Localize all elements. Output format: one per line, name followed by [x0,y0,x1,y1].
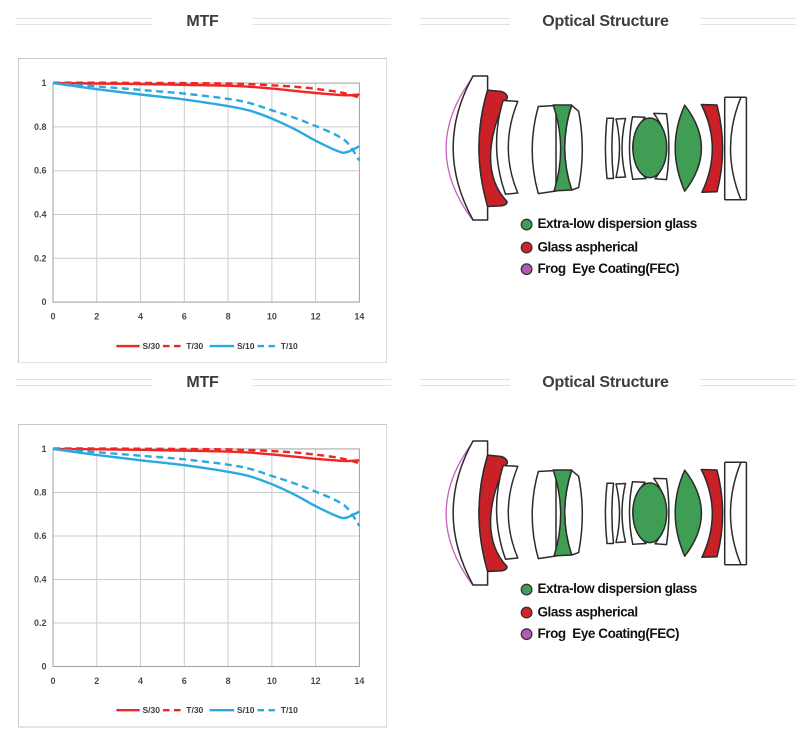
svg-text:0.2: 0.2 [34,618,47,628]
svg-text:0.4: 0.4 [34,575,47,585]
svg-text:4: 4 [138,676,143,686]
svg-text:10: 10 [267,676,277,686]
svg-text:6: 6 [182,676,187,686]
svg-text:14: 14 [354,311,364,321]
svg-text:Glass aspherical: Glass aspherical [538,604,638,619]
svg-text:Extra-low dispersion glass: Extra-low dispersion glass [538,581,697,596]
svg-text:12: 12 [311,311,321,321]
svg-text:T/30: T/30 [186,341,203,351]
svg-text:1: 1 [41,78,46,88]
svg-text:Extra-low dispersion glass: Extra-low dispersion glass [538,216,697,231]
svg-text:T/10: T/10 [281,706,298,716]
svg-text:8: 8 [226,311,231,321]
svg-text:S/10: S/10 [237,706,255,716]
svg-text:T/10: T/10 [281,341,298,351]
svg-text:0: 0 [41,662,46,672]
svg-text:2: 2 [94,311,99,321]
svg-text:4: 4 [138,311,143,321]
svg-text:2: 2 [94,676,99,686]
svg-text:12: 12 [311,676,321,686]
svg-text:Frog Eye Coating(FEC): Frog Eye Coating(FEC) [538,626,680,641]
svg-text:0.8: 0.8 [34,488,47,498]
svg-text:0: 0 [50,311,55,321]
svg-text:S/30: S/30 [142,341,160,351]
svg-text:6: 6 [182,311,187,321]
svg-text:Frog Eye Coating(FEC): Frog Eye Coating(FEC) [538,261,680,276]
svg-text:14: 14 [354,676,364,686]
svg-text:Glass aspherical: Glass aspherical [538,239,638,254]
svg-text:0.8: 0.8 [34,121,47,131]
svg-text:0.6: 0.6 [34,531,47,541]
svg-text:1: 1 [41,444,46,454]
svg-text:0: 0 [41,297,46,307]
svg-text:0.4: 0.4 [34,209,47,219]
svg-text:S/10: S/10 [237,341,255,351]
svg-text:T/30: T/30 [186,706,203,716]
svg-text:0.2: 0.2 [34,253,47,263]
svg-text:0: 0 [50,676,55,686]
svg-text:S/30: S/30 [142,706,160,716]
svg-text:0.6: 0.6 [34,165,47,175]
svg-text:10: 10 [267,311,277,321]
svg-text:8: 8 [226,676,231,686]
